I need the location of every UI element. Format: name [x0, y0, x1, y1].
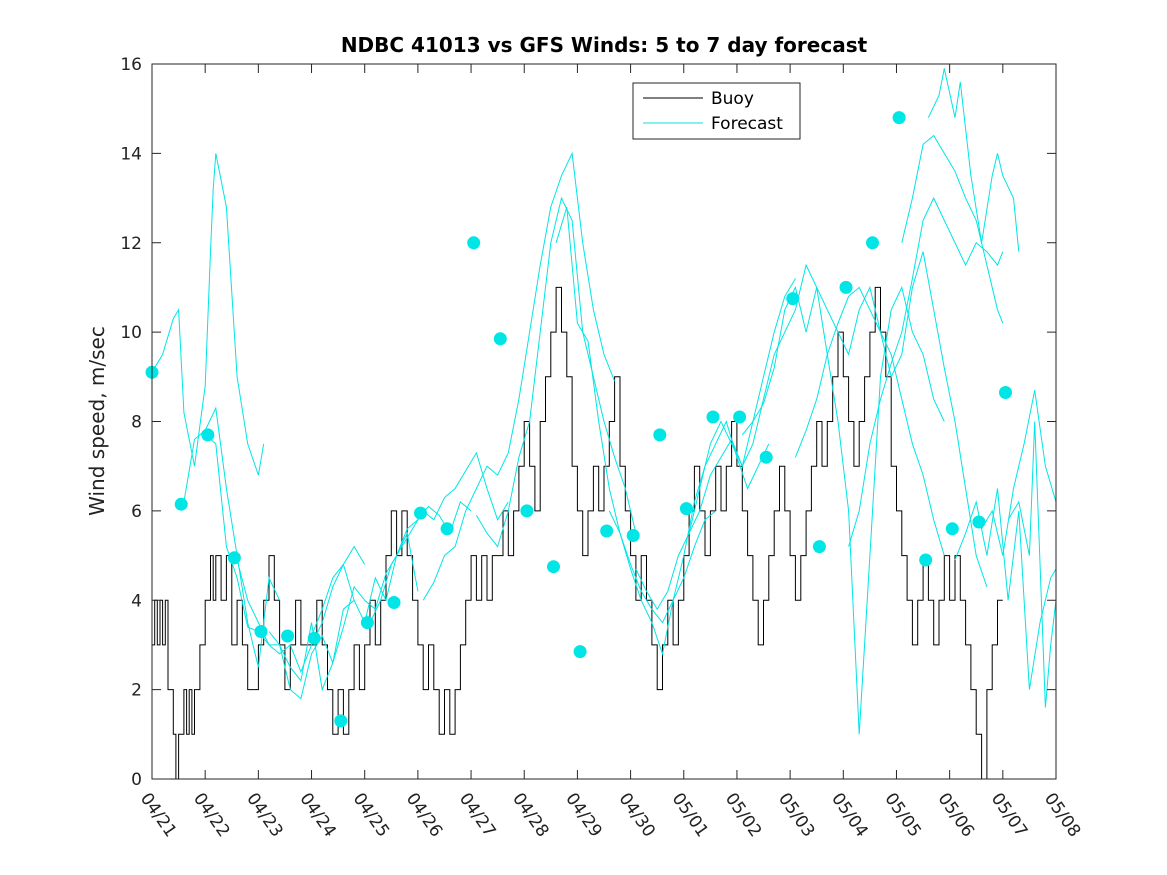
forecast-marker-9	[360, 616, 374, 630]
forecast-marker-4	[227, 551, 241, 565]
forecast-marker-11	[414, 506, 427, 520]
forecast-marker-27	[839, 280, 853, 294]
forecast-marker-23	[733, 410, 747, 424]
forecast-marker-20	[653, 428, 667, 442]
y-tick-label: 16	[120, 55, 142, 75]
forecast-marker-3	[201, 428, 215, 442]
forecast-marker-16	[547, 560, 560, 574]
forecast-series-line-2	[183, 406, 281, 668]
forecast-series-line-19	[954, 488, 1057, 690]
forecast-series-line-21	[1007, 421, 1057, 708]
y-tick-label: 4	[131, 591, 142, 611]
y-tick-label: 2	[131, 681, 142, 701]
forecast-series-line-17	[901, 134, 1004, 324]
legend: Buoy Forecast	[632, 82, 801, 140]
forecast-marker-18	[600, 524, 614, 538]
legend-buoy-label: Buoy	[711, 89, 754, 109]
y-tick-label: 10	[120, 323, 142, 343]
forecast-marker-28	[866, 236, 879, 250]
forecast-marker-15	[520, 504, 534, 518]
y-tick-label: 0	[131, 770, 142, 790]
forecast-marker-2	[174, 497, 188, 511]
forecast-marker-21	[679, 502, 693, 516]
forecast-marker-7	[307, 631, 321, 645]
y-tick-label: 6	[131, 502, 142, 522]
forecast-marker-30	[919, 553, 933, 567]
forecast-marker-26	[812, 540, 826, 554]
forecast-marker-24	[759, 450, 773, 464]
forecast-marker-25	[786, 292, 800, 306]
y-ticks: 0 2 4 6 8 10 12 14 16	[120, 55, 1056, 790]
forecast-series-line-8	[422, 151, 616, 601]
forecast-marker-12	[440, 522, 454, 536]
y-tick-label: 14	[120, 144, 142, 164]
forecast-series-line-14	[741, 285, 945, 735]
y-tick-label: 8	[131, 413, 142, 433]
forecast-marker-22	[706, 410, 720, 424]
legend-box	[632, 82, 801, 140]
y-tick-label: 12	[120, 234, 142, 254]
forecast-marker-17	[573, 645, 587, 659]
forecast-series-line-18	[927, 68, 1020, 252]
forecast-series-line-1	[151, 153, 265, 476]
forecast-marker-8	[334, 714, 348, 728]
legend-forecast-label: Forecast	[711, 114, 783, 134]
forecast-marker-6	[281, 629, 295, 643]
forecast-series-line-20	[981, 390, 1057, 556]
forecast-series-line-10	[555, 206, 717, 624]
forecast-series-line-11	[608, 420, 770, 656]
forecast-series-line-9	[475, 196, 637, 548]
forecast-series-line-15	[794, 251, 988, 587]
forecast-series-line-12	[635, 278, 796, 611]
y-axis-label: Wind speed, m/sec	[85, 326, 109, 516]
forecast-marker-10	[387, 596, 401, 609]
chart-title: NDBC 41013 vs GFS Winds: 5 to 7 day fore…	[341, 33, 868, 57]
forecast-marker-29	[892, 111, 906, 125]
forecast-marker-19	[626, 529, 640, 542]
plot-lines	[151, 68, 1057, 780]
forecast-marker-13	[467, 236, 481, 250]
forecast-series-line-7	[369, 451, 509, 623]
forecast-marker-5	[254, 625, 268, 638]
plot-markers	[145, 111, 1012, 728]
forecast-marker-31	[945, 522, 959, 536]
forecast-marker-32	[972, 515, 986, 529]
forecast-series-line-16	[848, 196, 1004, 547]
forecast-marker-33	[999, 386, 1012, 399]
forecast-marker-14	[493, 332, 507, 346]
